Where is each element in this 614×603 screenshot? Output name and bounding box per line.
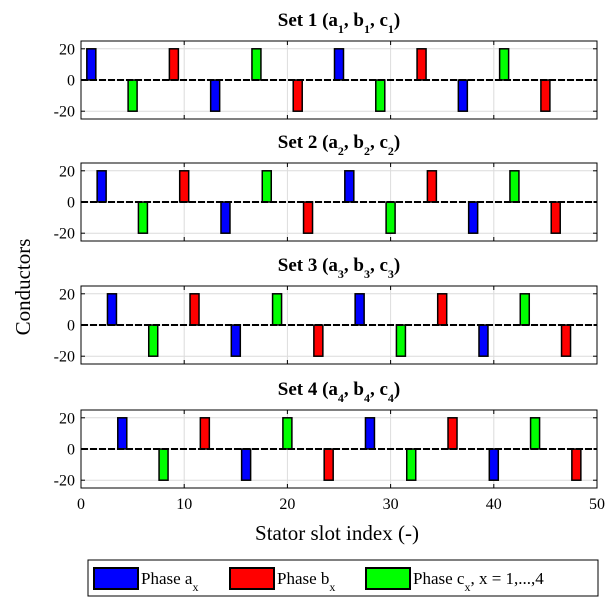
legend-label: Phase ax	[141, 569, 198, 594]
y-tick-label: -20	[54, 226, 75, 243]
bar-phase-a	[240, 448, 252, 481]
y-tick-label: 0	[67, 73, 75, 90]
bar-phase-c	[385, 201, 396, 234]
bar-phase-a	[230, 324, 242, 357]
y-tick-label: -20	[54, 104, 75, 121]
x-tick-label: 30	[383, 496, 399, 513]
x-tick-label: 40	[486, 496, 502, 513]
bar-phase-c	[261, 170, 273, 203]
y-tick-label: 0	[67, 442, 75, 459]
bar-phase-a	[86, 48, 97, 81]
bar-phase-c	[147, 324, 159, 357]
subplot-title: Set 1 (a1, b1, c1)	[278, 10, 401, 36]
y-tick-label: 0	[67, 195, 75, 212]
subplot-1: Set 1 (a1, b1, c1) 20 0 -20	[54, 10, 598, 121]
y-tick-label: 0	[67, 318, 75, 335]
subplot-title: Set 4 (a4, b4, c4)	[278, 379, 401, 405]
bar-phase-b	[447, 417, 458, 450]
bar-phase-a	[209, 79, 221, 112]
x-tick-label: 10	[176, 496, 192, 513]
bar-phase-c	[127, 79, 138, 112]
bar-phase-a	[220, 201, 231, 234]
bar-phase-a	[117, 417, 128, 450]
bar-phase-a	[333, 48, 345, 81]
bar-phase-a	[96, 170, 107, 203]
bar-phase-b	[189, 293, 200, 326]
y-tick-label: 20	[59, 163, 75, 180]
bar-phase-c	[529, 417, 541, 450]
bar-phase-b	[550, 201, 561, 234]
bar-phase-c	[395, 324, 407, 357]
legend-label: Phase bx	[277, 569, 335, 594]
subplot-title: Set 3 (a3, b3, c3)	[278, 255, 401, 281]
bar-phase-a	[344, 170, 355, 203]
y-axis-label: Conductors	[11, 239, 35, 336]
bar-phase-a	[488, 448, 500, 481]
bar-phase-b	[571, 448, 582, 481]
x-tick-label: 0	[77, 496, 85, 513]
bar-phase-b	[292, 79, 303, 112]
y-tick-label: 20	[59, 410, 75, 427]
bar-phase-c	[509, 170, 520, 203]
bar-phase-b	[323, 448, 334, 481]
y-tick-label: -20	[54, 473, 75, 490]
bar-phase-c	[282, 417, 293, 450]
x-axis-label: Stator slot index (-)	[255, 521, 419, 545]
subplot-3: Set 3 (a3, b3, c3) 20 0 -20	[54, 255, 598, 366]
y-tick-label: 20	[59, 286, 75, 303]
legend-swatch	[365, 567, 411, 590]
bar-phase-b	[560, 324, 572, 357]
bar-phase-c	[375, 79, 386, 112]
legend: Phase ax Phase bx Phase cx, x = 1,...,4	[87, 559, 599, 597]
bar-phase-c	[251, 48, 262, 81]
bar-phase-c	[271, 293, 283, 326]
bar-phase-b	[540, 79, 551, 112]
bar-phase-a	[106, 293, 118, 326]
x-tick-label: 20	[279, 496, 295, 513]
bar-phase-a	[457, 79, 469, 112]
bar-phase-a	[478, 324, 489, 357]
subplot-2: Set 2 (a2, b2, c2) 20 0 -20	[54, 132, 598, 243]
bar-phase-b	[178, 170, 190, 203]
bar-phase-a	[354, 293, 365, 326]
x-tick-label: 50	[589, 496, 605, 513]
bar-phase-a	[364, 417, 376, 450]
bar-phase-b	[436, 293, 448, 326]
bar-phase-c	[158, 448, 169, 481]
legend-box	[87, 559, 599, 597]
bar-phase-c	[405, 448, 417, 481]
bar-phase-b	[313, 324, 324, 357]
bar-phase-b	[199, 417, 211, 450]
legend-label: Phase cx, x = 1,...,4	[413, 569, 544, 594]
legend-swatch	[93, 567, 139, 590]
bar-phase-b	[426, 170, 438, 203]
legend-swatch	[229, 567, 275, 590]
y-tick-label: 20	[59, 41, 75, 58]
subplot-title: Set 2 (a2, b2, c2)	[278, 132, 401, 158]
subplot-4: Set 4 (a4, b4, c4)200-200 10 20 30 40 50	[54, 379, 605, 513]
y-tick-label: -20	[54, 349, 75, 366]
bar-phase-c	[498, 48, 510, 81]
bar-phase-c	[519, 293, 531, 326]
bar-phase-b	[416, 48, 427, 81]
bar-phase-b	[302, 201, 314, 234]
bar-phase-a	[467, 201, 479, 234]
bar-phase-c	[137, 201, 149, 234]
bar-phase-b	[168, 48, 180, 81]
